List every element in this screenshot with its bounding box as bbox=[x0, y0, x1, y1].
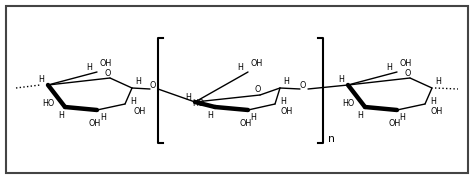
Text: H: H bbox=[135, 76, 141, 86]
Text: OH: OH bbox=[251, 59, 263, 69]
Text: HO: HO bbox=[192, 98, 204, 108]
Text: H: H bbox=[283, 76, 289, 86]
Text: O: O bbox=[150, 81, 156, 90]
Text: O: O bbox=[300, 81, 306, 90]
Text: OH: OH bbox=[400, 59, 412, 69]
Text: H: H bbox=[386, 62, 392, 71]
Text: OH: OH bbox=[100, 59, 112, 69]
Text: H: H bbox=[207, 110, 213, 120]
Text: OH: OH bbox=[389, 120, 401, 129]
Text: OH: OH bbox=[134, 107, 146, 115]
Text: OH: OH bbox=[240, 120, 252, 129]
Text: H: H bbox=[58, 110, 64, 120]
Text: H: H bbox=[399, 112, 405, 122]
Text: O: O bbox=[255, 86, 261, 95]
Text: H: H bbox=[86, 62, 92, 71]
Text: OH: OH bbox=[431, 108, 443, 117]
Text: n: n bbox=[328, 134, 335, 144]
Text: O: O bbox=[105, 69, 111, 78]
Text: H: H bbox=[237, 62, 243, 71]
Text: H: H bbox=[185, 93, 191, 101]
Text: H: H bbox=[250, 112, 256, 122]
Text: HO: HO bbox=[42, 98, 54, 108]
Text: OH: OH bbox=[281, 108, 293, 117]
Text: H: H bbox=[100, 112, 106, 122]
Text: H: H bbox=[357, 110, 363, 120]
Text: H: H bbox=[430, 98, 436, 107]
Text: H: H bbox=[38, 76, 44, 84]
Text: H: H bbox=[435, 76, 441, 86]
Text: H: H bbox=[338, 76, 344, 84]
Text: O: O bbox=[405, 69, 411, 78]
Text: HO: HO bbox=[342, 98, 354, 108]
Text: H: H bbox=[280, 98, 286, 107]
Text: OH: OH bbox=[89, 120, 101, 129]
Text: H: H bbox=[130, 98, 136, 107]
